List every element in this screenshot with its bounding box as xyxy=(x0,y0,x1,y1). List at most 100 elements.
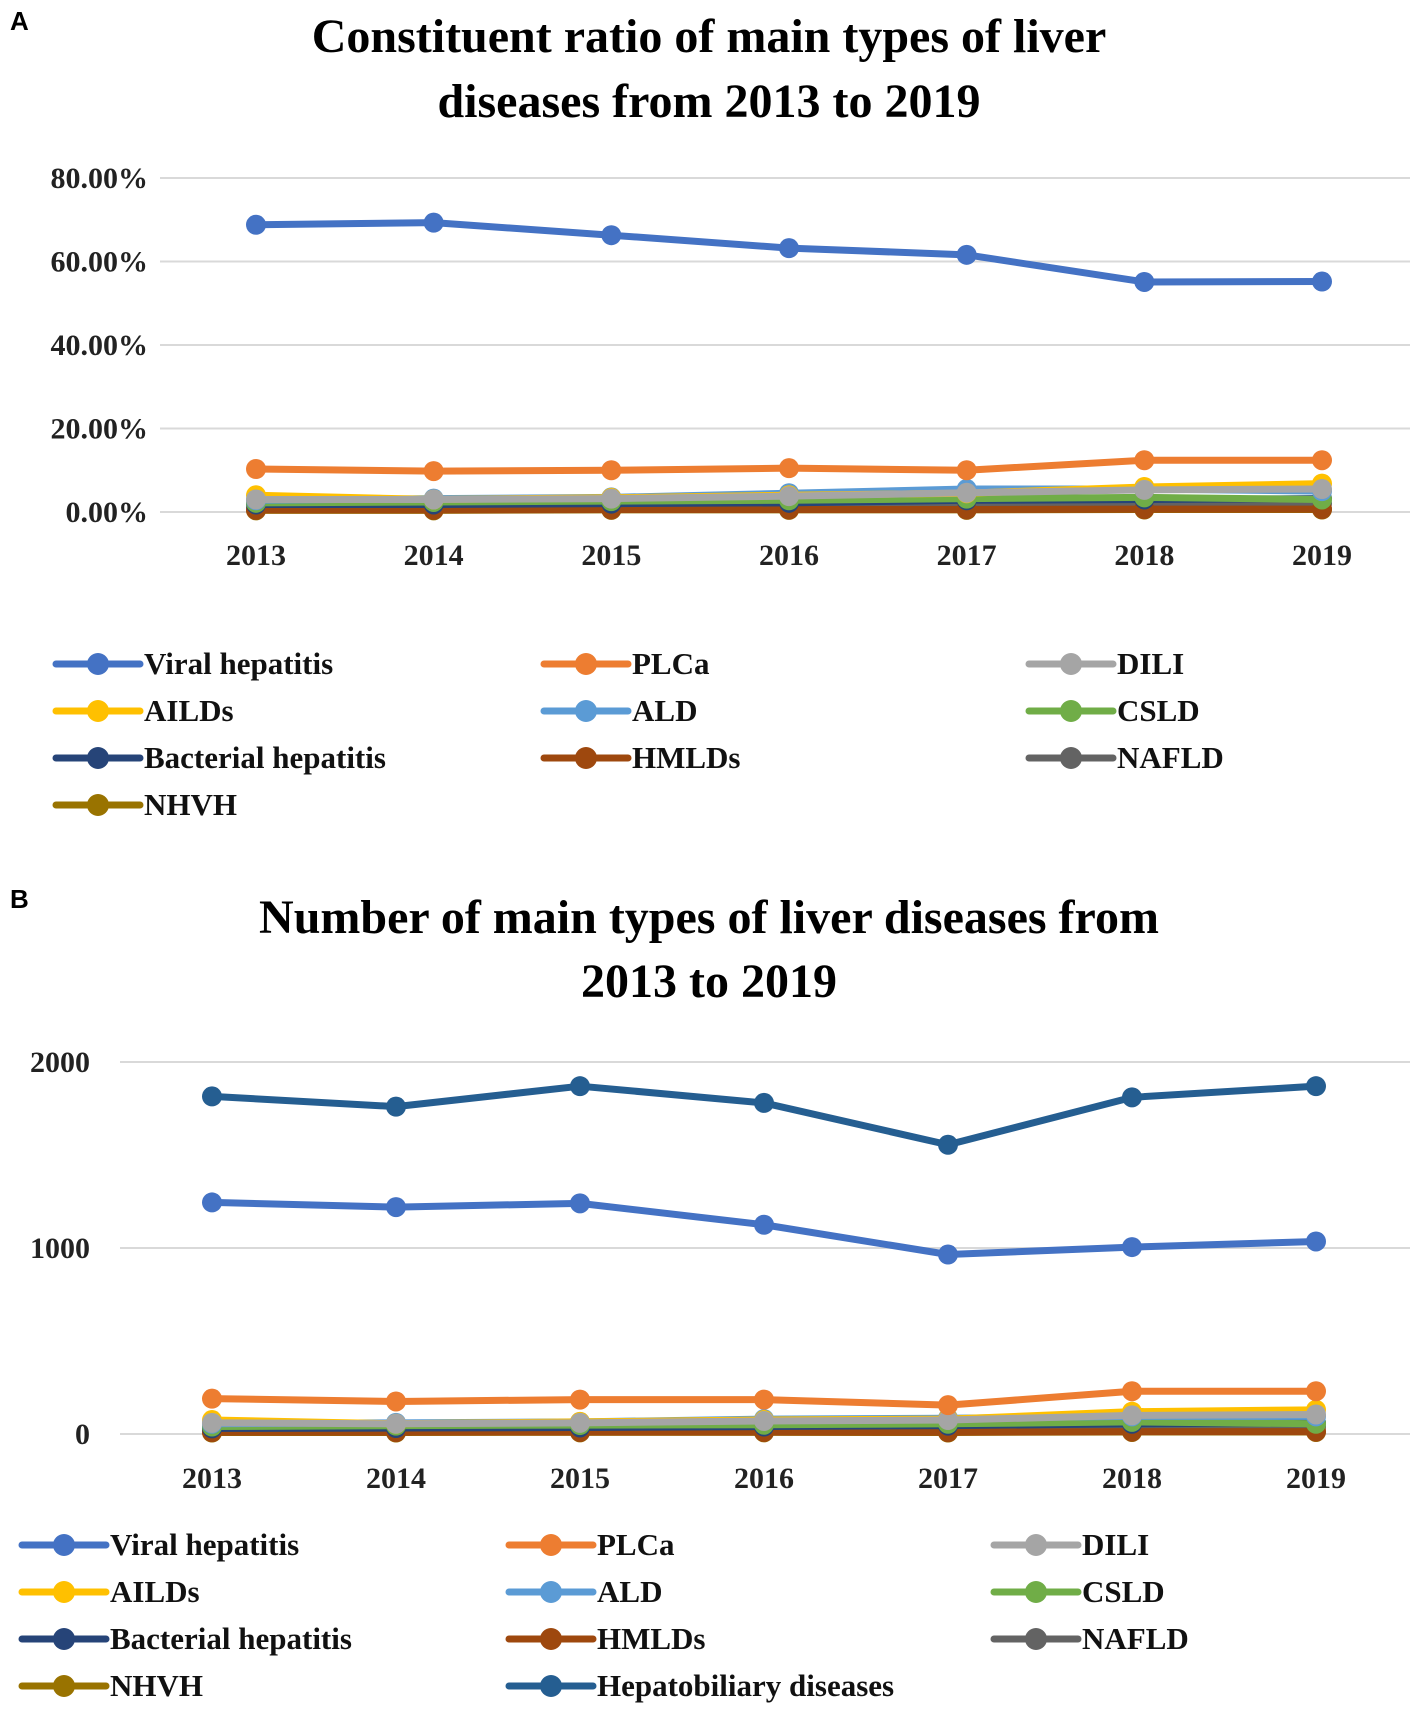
legend-swatch-icon xyxy=(990,1534,1082,1556)
legend-label: NAFLD xyxy=(1117,740,1224,775)
chart-a-ytick-label: 60.00% xyxy=(51,246,149,279)
chart-a-xtick-label: 2016 xyxy=(759,539,819,572)
legend-swatch-icon xyxy=(18,1581,110,1603)
chart-b-legend-item-ailds: AILDs xyxy=(18,1572,200,1612)
chart-b-title-line2: 2013 to 2019 xyxy=(581,955,837,1008)
legend-swatch-icon xyxy=(540,653,632,675)
legend-label: CSLD xyxy=(1117,693,1200,728)
chart-a-xtick-label: 2013 xyxy=(226,539,286,572)
panel-b-label: B xyxy=(10,884,29,914)
chart-a-title-line2: diseases from 2013 to 2019 xyxy=(437,75,981,128)
chart-a-ytick-label: 20.00% xyxy=(51,413,149,446)
chart-b-series-plca xyxy=(202,1381,1326,1416)
legend-swatch-icon xyxy=(52,747,144,769)
chart-a-ytick-label: 0.00% xyxy=(66,496,149,529)
chart-a-point-plca xyxy=(423,461,444,482)
chart-b-legend-item-hepatobiliary-diseases: Hepatobiliary diseases xyxy=(505,1666,894,1706)
chart-b-legend-item-hmlds: HMLDs xyxy=(505,1619,706,1659)
chart-b-legend-item-nhvh: NHVH xyxy=(18,1666,203,1706)
chart-b-point-viral-hepatitis xyxy=(386,1197,406,1218)
chart-a-point-dili xyxy=(1312,479,1332,500)
chart-b-point-viral-hepatitis xyxy=(1122,1237,1142,1258)
legend-label: DILI xyxy=(1082,1527,1150,1562)
chart-a-xtick-label: 2017 xyxy=(937,539,997,572)
chart-a-xtick-label: 2019 xyxy=(1292,539,1352,572)
chart-b-point-hepatobiliary-diseases xyxy=(1122,1087,1142,1108)
chart-a-xtick-label: 2014 xyxy=(404,539,464,572)
legend-label: HMLDs xyxy=(597,1621,706,1656)
legend-label: Viral hepatitis xyxy=(110,1527,300,1562)
chart-b-point-hepatobiliary-diseases xyxy=(938,1134,958,1155)
chart-b-point-plca xyxy=(1306,1381,1326,1402)
legend-label: NAFLD xyxy=(1082,1621,1189,1656)
chart-a-series-dili xyxy=(246,479,1332,510)
legend-label: HMLDs xyxy=(632,740,741,775)
chart-a-ytick-label: 40.00% xyxy=(51,329,149,362)
chart-b-point-viral-hepatitis xyxy=(1306,1231,1326,1252)
chart-b-legend-item-plca: PLCa xyxy=(505,1525,675,1565)
chart-b-xtick-label: 2017 xyxy=(918,1462,978,1495)
chart-a-point-plca xyxy=(779,458,799,479)
chart-a-point-plca xyxy=(956,460,977,481)
chart-a-legend-item-hmlds: HMLDs xyxy=(540,738,741,778)
chart-a-point-dili xyxy=(1134,479,1155,500)
chart-b-ytick-label: 1000 xyxy=(30,1232,90,1265)
chart-a-xtick-label: 2018 xyxy=(1114,539,1174,572)
chart-b-point-plca xyxy=(1122,1381,1142,1402)
chart-b-point-hepatobiliary-diseases xyxy=(1306,1076,1326,1097)
chart-a-point-plca xyxy=(246,458,266,479)
chart-b-point-plca xyxy=(570,1389,590,1410)
chart-b-series-viral-hepatitis xyxy=(202,1192,1326,1265)
legend-swatch-icon xyxy=(52,700,144,722)
chart-a-point-viral-hepatitis xyxy=(601,225,622,246)
legend-swatch-icon xyxy=(505,1534,597,1556)
chart-b-point-hepatobiliary-diseases xyxy=(570,1076,590,1097)
panel-a-label: A xyxy=(10,6,29,36)
chart-b-series-hepatobiliary-diseases xyxy=(202,1076,1326,1155)
chart-b-xtick-label: 2015 xyxy=(550,1462,610,1495)
chart-b-point-dili xyxy=(386,1413,406,1434)
chart-a-point-dili xyxy=(601,488,622,509)
chart-b-legend-item-viral-hepatitis: Viral hepatitis xyxy=(18,1525,299,1565)
chart-a-legend-item-bacterial-hepatitis: Bacterial hepatitis xyxy=(52,738,386,778)
legend-label: AILDs xyxy=(144,693,234,728)
legend-swatch-icon xyxy=(540,747,632,769)
legend-swatch-icon xyxy=(990,1581,1082,1603)
chart-b-series-dili xyxy=(202,1404,1326,1434)
chart-a-legend-item-viral-hepatitis: Viral hepatitis xyxy=(52,644,333,684)
chart-a-point-viral-hepatitis xyxy=(956,244,977,265)
legend-swatch-icon xyxy=(1025,747,1117,769)
chart-a-point-viral-hepatitis xyxy=(1134,271,1155,292)
chart-b-point-viral-hepatitis xyxy=(570,1193,590,1214)
chart-a-point-dili xyxy=(246,489,266,510)
legend-label: CSLD xyxy=(1082,1574,1165,1609)
legend-swatch-icon xyxy=(505,1675,597,1697)
chart-a-point-dili xyxy=(423,489,444,510)
legend-label: AILDs xyxy=(110,1574,200,1609)
legend-swatch-icon xyxy=(18,1534,110,1556)
chart-b-point-hepatobiliary-diseases xyxy=(386,1096,406,1117)
chart-b-point-dili xyxy=(1306,1404,1326,1425)
legend-label: PLCa xyxy=(597,1527,675,1562)
legend-label: Viral hepatitis xyxy=(144,646,334,681)
chart-a: 0.00% 20.00% 40.00% 60.00% 80.00% 2013 2014 201… xyxy=(51,162,1410,572)
chart-a-legend-item-dili: DILI xyxy=(1025,644,1184,684)
chart-b-xtick-label: 2019 xyxy=(1286,1462,1346,1495)
legend-label: ALD xyxy=(632,693,698,728)
legend-swatch-icon xyxy=(505,1581,597,1603)
chart-b-point-viral-hepatitis xyxy=(754,1214,774,1235)
legend-swatch-icon xyxy=(52,794,144,816)
chart-a-xtick-label: 2015 xyxy=(581,539,641,572)
chart-a-legend-item-ailds: AILDs xyxy=(52,691,234,731)
chart-a-legend-item-nhvh: NHVH xyxy=(52,785,237,825)
chart-b-point-dili xyxy=(938,1410,958,1431)
chart-b-point-viral-hepatitis xyxy=(938,1244,958,1265)
legend-swatch-icon xyxy=(505,1628,597,1650)
chart-b-legend-item-bacterial-hepatitis: Bacterial hepatitis xyxy=(18,1619,352,1659)
chart-b-xtick-label: 2014 xyxy=(366,1462,426,1495)
legend-swatch-icon xyxy=(18,1675,110,1697)
legend-swatch-icon xyxy=(1025,700,1117,722)
chart-a-ytick-label: 80.00% xyxy=(51,162,149,195)
chart-b-legend-item-dili: DILI xyxy=(990,1525,1149,1565)
